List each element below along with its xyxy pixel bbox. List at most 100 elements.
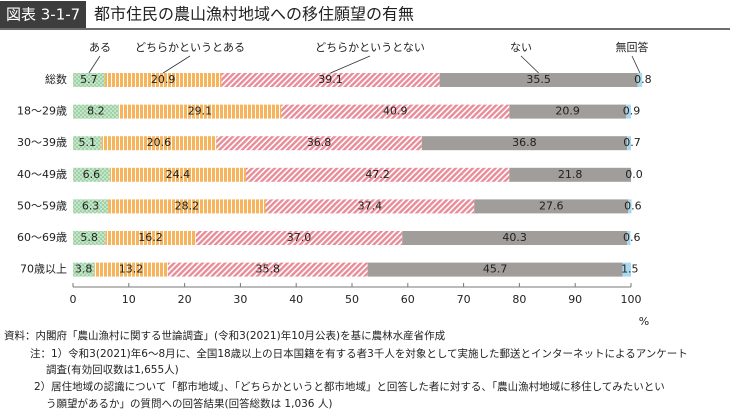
- value-label: 36.8: [307, 136, 332, 149]
- value-label: 40.9: [383, 105, 408, 118]
- legend-leader: [162, 55, 191, 74]
- value-label: 21.8: [558, 168, 583, 181]
- value-label: 20.9: [151, 73, 176, 86]
- chart-title: 都市住民の農山漁村地域への移住願望の有無: [94, 5, 414, 24]
- category-label: 50～59歳: [17, 199, 67, 212]
- bar-segment: [105, 231, 196, 245]
- value-label: 40.3: [502, 231, 527, 244]
- note: 調査(有効回収数は1,655人): [46, 363, 179, 376]
- bar-segment: [402, 231, 628, 245]
- bar-segment: [73, 231, 106, 245]
- category-label: 総数: [45, 72, 67, 86]
- value-label: 13.2: [119, 263, 144, 276]
- note: 資料：内閣府「農山漁村に関する世論調査」(令和3(2021)年10月公表)を基に…: [4, 329, 446, 342]
- bar-segment: [73, 262, 95, 277]
- value-label: 29.1: [188, 105, 213, 118]
- bar-segment: [474, 199, 629, 214]
- x-tick-label: 70: [457, 293, 471, 306]
- x-tick-label: 30: [233, 293, 247, 306]
- legend-leader: [330, 55, 371, 74]
- bar-segment: [281, 104, 510, 119]
- x-tick-label: 50: [345, 293, 359, 306]
- bar-segment: [622, 262, 631, 277]
- legend-label: 無回答: [616, 40, 649, 54]
- category-label: 18～29歳: [17, 105, 67, 118]
- legend-leader: [520, 55, 539, 74]
- bar-segment: [73, 199, 109, 214]
- value-label: 36.8: [512, 136, 537, 149]
- x-tick-label: 20: [178, 293, 192, 306]
- value-label: 5.7: [80, 73, 98, 86]
- bar-segment: [104, 73, 222, 87]
- x-tick-label: 90: [568, 293, 582, 306]
- value-label: 35.8: [255, 263, 280, 276]
- bar-segment: [509, 104, 626, 119]
- bar-segment: [221, 73, 440, 87]
- bar-segment: [109, 167, 246, 182]
- bar-segment: [627, 231, 631, 245]
- value-label: 5.1: [78, 136, 96, 149]
- note: う願望があるか」の質問への回答結果(回答総数は 1,036 人): [46, 397, 332, 410]
- legend-label: どちらかというとない: [315, 41, 425, 54]
- value-label: 45.7: [483, 263, 508, 276]
- value-label: 37.4: [358, 199, 383, 212]
- bar-segment: [439, 73, 638, 87]
- bar-segment: [627, 136, 631, 151]
- value-label: 0.6: [624, 199, 642, 212]
- bar-segment: [421, 136, 628, 151]
- x-tick-label: 80: [512, 293, 526, 306]
- bar-segment: [73, 104, 119, 119]
- bar-segment: [509, 167, 631, 182]
- bar-segment: [625, 104, 631, 119]
- x-tick-label: 0: [70, 293, 77, 306]
- bar-segment: [637, 73, 643, 87]
- figure-label-box: [0, 1, 86, 28]
- value-label: 37.0: [287, 231, 312, 244]
- bar-segment: [108, 199, 266, 214]
- x-unit: %: [639, 315, 649, 328]
- bar-segment: [245, 167, 510, 182]
- note: 注：1）令和3(2021)年6～8月に、全国18歳以上の日本国籍を有する者3千人…: [30, 347, 688, 360]
- value-label: 0.6: [623, 231, 641, 244]
- bar-segment: [101, 136, 217, 151]
- bar-segment: [195, 231, 403, 245]
- bar-segment: [265, 199, 475, 214]
- bar-segment: [73, 136, 102, 151]
- value-label: 0.7: [623, 136, 641, 149]
- category-label: 60～69歳: [17, 231, 67, 244]
- category-label: 30～39歳: [17, 136, 67, 149]
- value-label: 20.9: [555, 105, 580, 118]
- category-label: 40～49歳: [17, 168, 67, 181]
- bar-segment: [367, 262, 623, 277]
- note: 2）居住地域の認識について「都市地域」、「どちらかというと都市地域」と回答した者…: [34, 380, 665, 393]
- figure-label: 図表 3-1-7: [6, 6, 80, 24]
- value-label: 5.8: [80, 231, 98, 244]
- value-label: 47.2: [365, 168, 390, 181]
- value-label: 39.1: [318, 73, 343, 86]
- value-label: 28.2: [175, 199, 200, 212]
- value-label: 0.9: [623, 105, 641, 118]
- value-label: 35.5: [526, 73, 551, 86]
- value-label: 16.2: [138, 231, 163, 244]
- value-label: 6.3: [82, 199, 100, 212]
- legend-label: ある: [89, 41, 111, 54]
- value-label: 20.6: [147, 136, 172, 149]
- value-label: 1.5: [621, 263, 639, 276]
- x-tick-label: 10: [122, 293, 136, 306]
- value-label: 3.8: [75, 263, 93, 276]
- x-tick-label: 100: [621, 293, 642, 306]
- bar-segment: [73, 73, 105, 87]
- category-label: 70歳以上: [20, 263, 67, 276]
- value-label: 0.8: [634, 73, 652, 86]
- value-label: 27.6: [539, 199, 564, 212]
- value-label: 24.4: [166, 168, 191, 181]
- x-tick-label: 40: [289, 293, 303, 306]
- bar-segment: [73, 167, 110, 182]
- bar-segment: [628, 199, 632, 214]
- legend-label: ない: [510, 41, 532, 54]
- legend-leader: [88, 55, 101, 74]
- bar-segment: [216, 136, 422, 151]
- legend-leader: [631, 55, 641, 74]
- bar-segment: [118, 104, 282, 119]
